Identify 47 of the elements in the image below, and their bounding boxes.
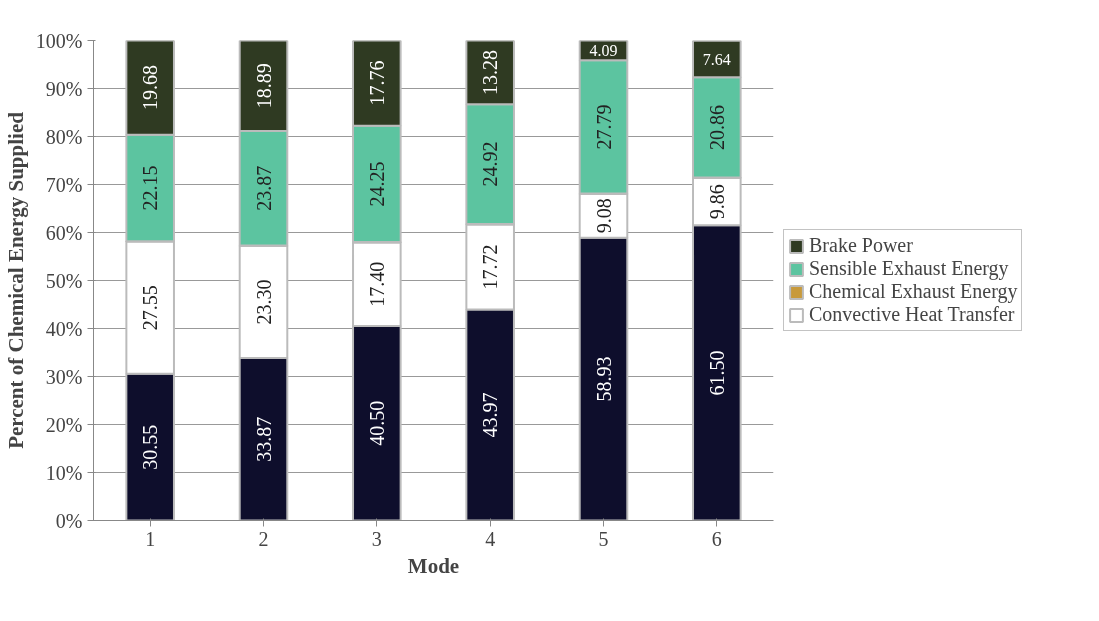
legend-label: Convective Heat Transfer bbox=[809, 303, 1015, 326]
x-tick-label: 5 bbox=[598, 527, 609, 550]
data-label: 24.25 bbox=[365, 161, 388, 207]
data-label: 19.68 bbox=[139, 65, 162, 111]
y-tick-label: 90% bbox=[45, 77, 83, 100]
data-label: 27.79 bbox=[592, 104, 615, 150]
x-tick-label: 4 bbox=[485, 527, 496, 550]
data-label: 27.55 bbox=[139, 285, 162, 331]
legend-label: Brake Power bbox=[809, 234, 913, 257]
y-tick-label: 0% bbox=[55, 509, 83, 532]
y-tick-label: 20% bbox=[45, 413, 83, 436]
data-label: 22.15 bbox=[139, 165, 162, 211]
y-tick-label: 80% bbox=[45, 125, 83, 148]
y-tick-label: 100% bbox=[35, 29, 83, 52]
data-label: 61.50 bbox=[705, 350, 728, 396]
data-label: 7.64 bbox=[702, 50, 731, 68]
y-tick-label: 50% bbox=[45, 269, 83, 292]
y-tick-label: 60% bbox=[45, 221, 83, 244]
data-label: 30.55 bbox=[139, 424, 162, 470]
data-label: 58.93 bbox=[592, 356, 615, 402]
data-label: 9.08 bbox=[592, 198, 615, 234]
data-label: 13.28 bbox=[479, 49, 502, 95]
data-label: 40.50 bbox=[365, 400, 388, 446]
y-axis-title: Percent of Chemical Energy Supplied bbox=[3, 111, 28, 449]
legend-label: Chemical Exhaust Energy bbox=[809, 280, 1018, 303]
x-tick-label: 1 bbox=[145, 527, 156, 550]
data-label: 33.87 bbox=[252, 416, 275, 462]
data-label: 9.86 bbox=[705, 184, 728, 220]
data-label: 20.86 bbox=[705, 104, 728, 150]
data-label: 23.87 bbox=[252, 165, 275, 211]
data-label: 17.72 bbox=[479, 244, 502, 290]
y-tick-label: 40% bbox=[45, 317, 83, 340]
x-tick-label: 2 bbox=[258, 527, 269, 550]
y-tick-label: 10% bbox=[45, 461, 83, 484]
x-axis-title: Mode bbox=[407, 553, 460, 578]
data-label: 18.89 bbox=[252, 63, 275, 109]
y-tick-label: 70% bbox=[45, 173, 83, 196]
y-tick-label: 30% bbox=[45, 365, 83, 388]
x-tick-label: 6 bbox=[711, 527, 722, 550]
data-label: 23.30 bbox=[252, 279, 275, 325]
data-label: 4.09 bbox=[589, 41, 618, 59]
data-label: 24.92 bbox=[479, 141, 502, 187]
data-label: 17.76 bbox=[365, 60, 388, 106]
data-label: 43.97 bbox=[479, 392, 502, 438]
x-tick-label: 3 bbox=[371, 527, 382, 550]
data-label: 17.40 bbox=[365, 261, 388, 307]
legend-label: Sensible Exhaust Energy bbox=[809, 257, 1009, 280]
